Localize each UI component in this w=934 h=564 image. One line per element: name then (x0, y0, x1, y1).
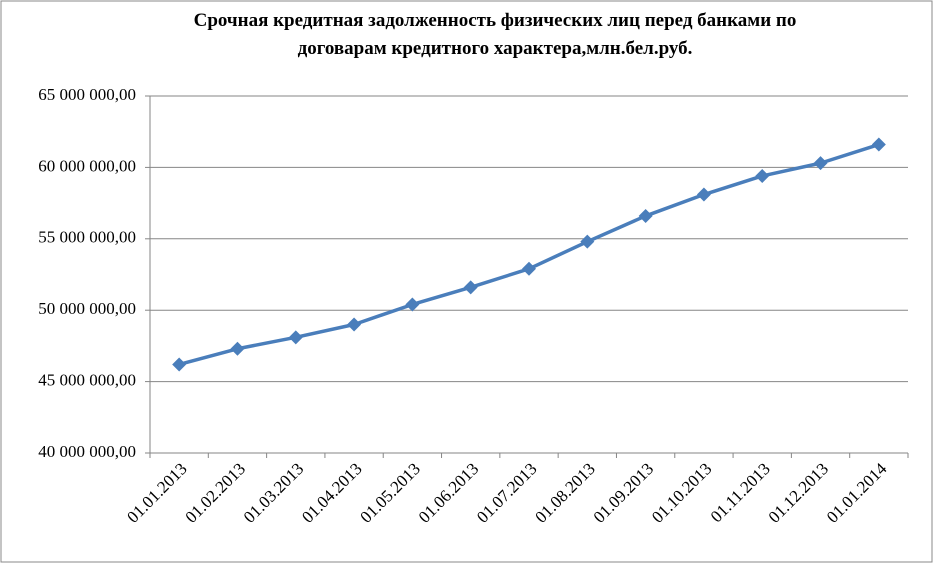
data-point (347, 317, 362, 332)
data-point (871, 137, 886, 152)
data-point (463, 280, 478, 295)
data-point (230, 341, 245, 356)
data-point (638, 208, 653, 223)
chart-title: договарам кредитного характера,млн.бел.р… (298, 38, 693, 59)
data-point (580, 234, 595, 249)
data-point (522, 261, 536, 276)
y-tick-label: 45 000 000,00 (38, 371, 136, 390)
data-point (813, 156, 828, 171)
data-point (172, 357, 187, 372)
y-tick-label: 65 000 000,00 (38, 85, 136, 104)
data-point (755, 168, 770, 183)
y-tick-label: 55 000 000,00 (38, 228, 136, 247)
y-tick-label: 50 000 000,00 (38, 299, 136, 318)
y-tick-label: 60 000 000,00 (38, 156, 136, 175)
data-point (405, 297, 420, 312)
y-tick-label: 40 000 000,00 (38, 442, 136, 461)
data-point (696, 187, 711, 202)
data-point (288, 330, 303, 345)
chart-title: Срочная кредитная задолженность физическ… (194, 10, 797, 31)
